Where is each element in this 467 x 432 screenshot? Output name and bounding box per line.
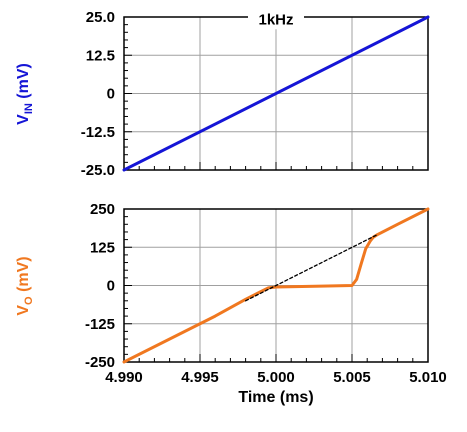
y-tick-label: 0 <box>107 86 115 103</box>
y-tick-label: -25.0 <box>81 162 115 179</box>
vo-y-axis-title: VO (mV) <box>15 256 35 315</box>
vin-y-axis-unit: (mV) <box>15 63 32 103</box>
vin-y-axis-subscript: IN <box>23 103 35 114</box>
vin-y-axis-symbol: V <box>15 114 32 125</box>
y-tick-label: -125 <box>85 316 115 333</box>
y-tick-label: 0 <box>107 278 115 295</box>
x-tick-label: 4.990 <box>105 369 143 386</box>
x-axis-title: Time (ms) <box>238 389 313 406</box>
vo-y-axis-subscript: O <box>23 296 35 305</box>
y-tick-label: 250 <box>90 201 115 218</box>
annotation-background <box>248 9 304 30</box>
x-tick-label: 5.000 <box>257 369 295 386</box>
y-tick-label: 125 <box>90 239 115 256</box>
y-tick-label: -12.5 <box>81 124 115 141</box>
vin-series <box>122 15 430 172</box>
vo-series <box>122 207 430 364</box>
y-tick-label: -250 <box>85 354 115 371</box>
vo-y-axis-unit: (mV) <box>15 256 32 296</box>
frequency-annotation: 1kHz <box>258 11 293 28</box>
vin-line <box>122 15 430 172</box>
y-tick-label: 25.0 <box>86 9 115 26</box>
x-tick-label: 4.995 <box>181 369 219 386</box>
y-tick-label: 12.5 <box>86 47 115 64</box>
x-tick-label: 5.010 <box>409 369 447 386</box>
vin-y-axis-title: VIN (mV) <box>15 63 35 125</box>
vo-y-axis-symbol: V <box>15 305 32 316</box>
x-tick-label: 5.005 <box>333 369 371 386</box>
vin-tick-marks <box>123 16 429 171</box>
x-tick-labels: 4.990 4.995 5.000 5.005 5.010 <box>105 369 447 386</box>
vo-panel: 250 125 0 -125 -250 4.990 4.995 5.000 5.005 5.01… <box>15 201 447 406</box>
vin-y-tick-labels: 25.0 12.5 0 -12.5 -25.0 <box>81 9 115 179</box>
vin-panel: 25.0 12.5 0 -12.5 -25.0 1kHz VIN (mV) <box>15 9 430 179</box>
vo-tick-marks <box>123 208 429 363</box>
ideal-output-reference-line <box>244 233 379 302</box>
vo-y-tick-labels: 250 125 0 -125 -250 <box>85 201 115 371</box>
